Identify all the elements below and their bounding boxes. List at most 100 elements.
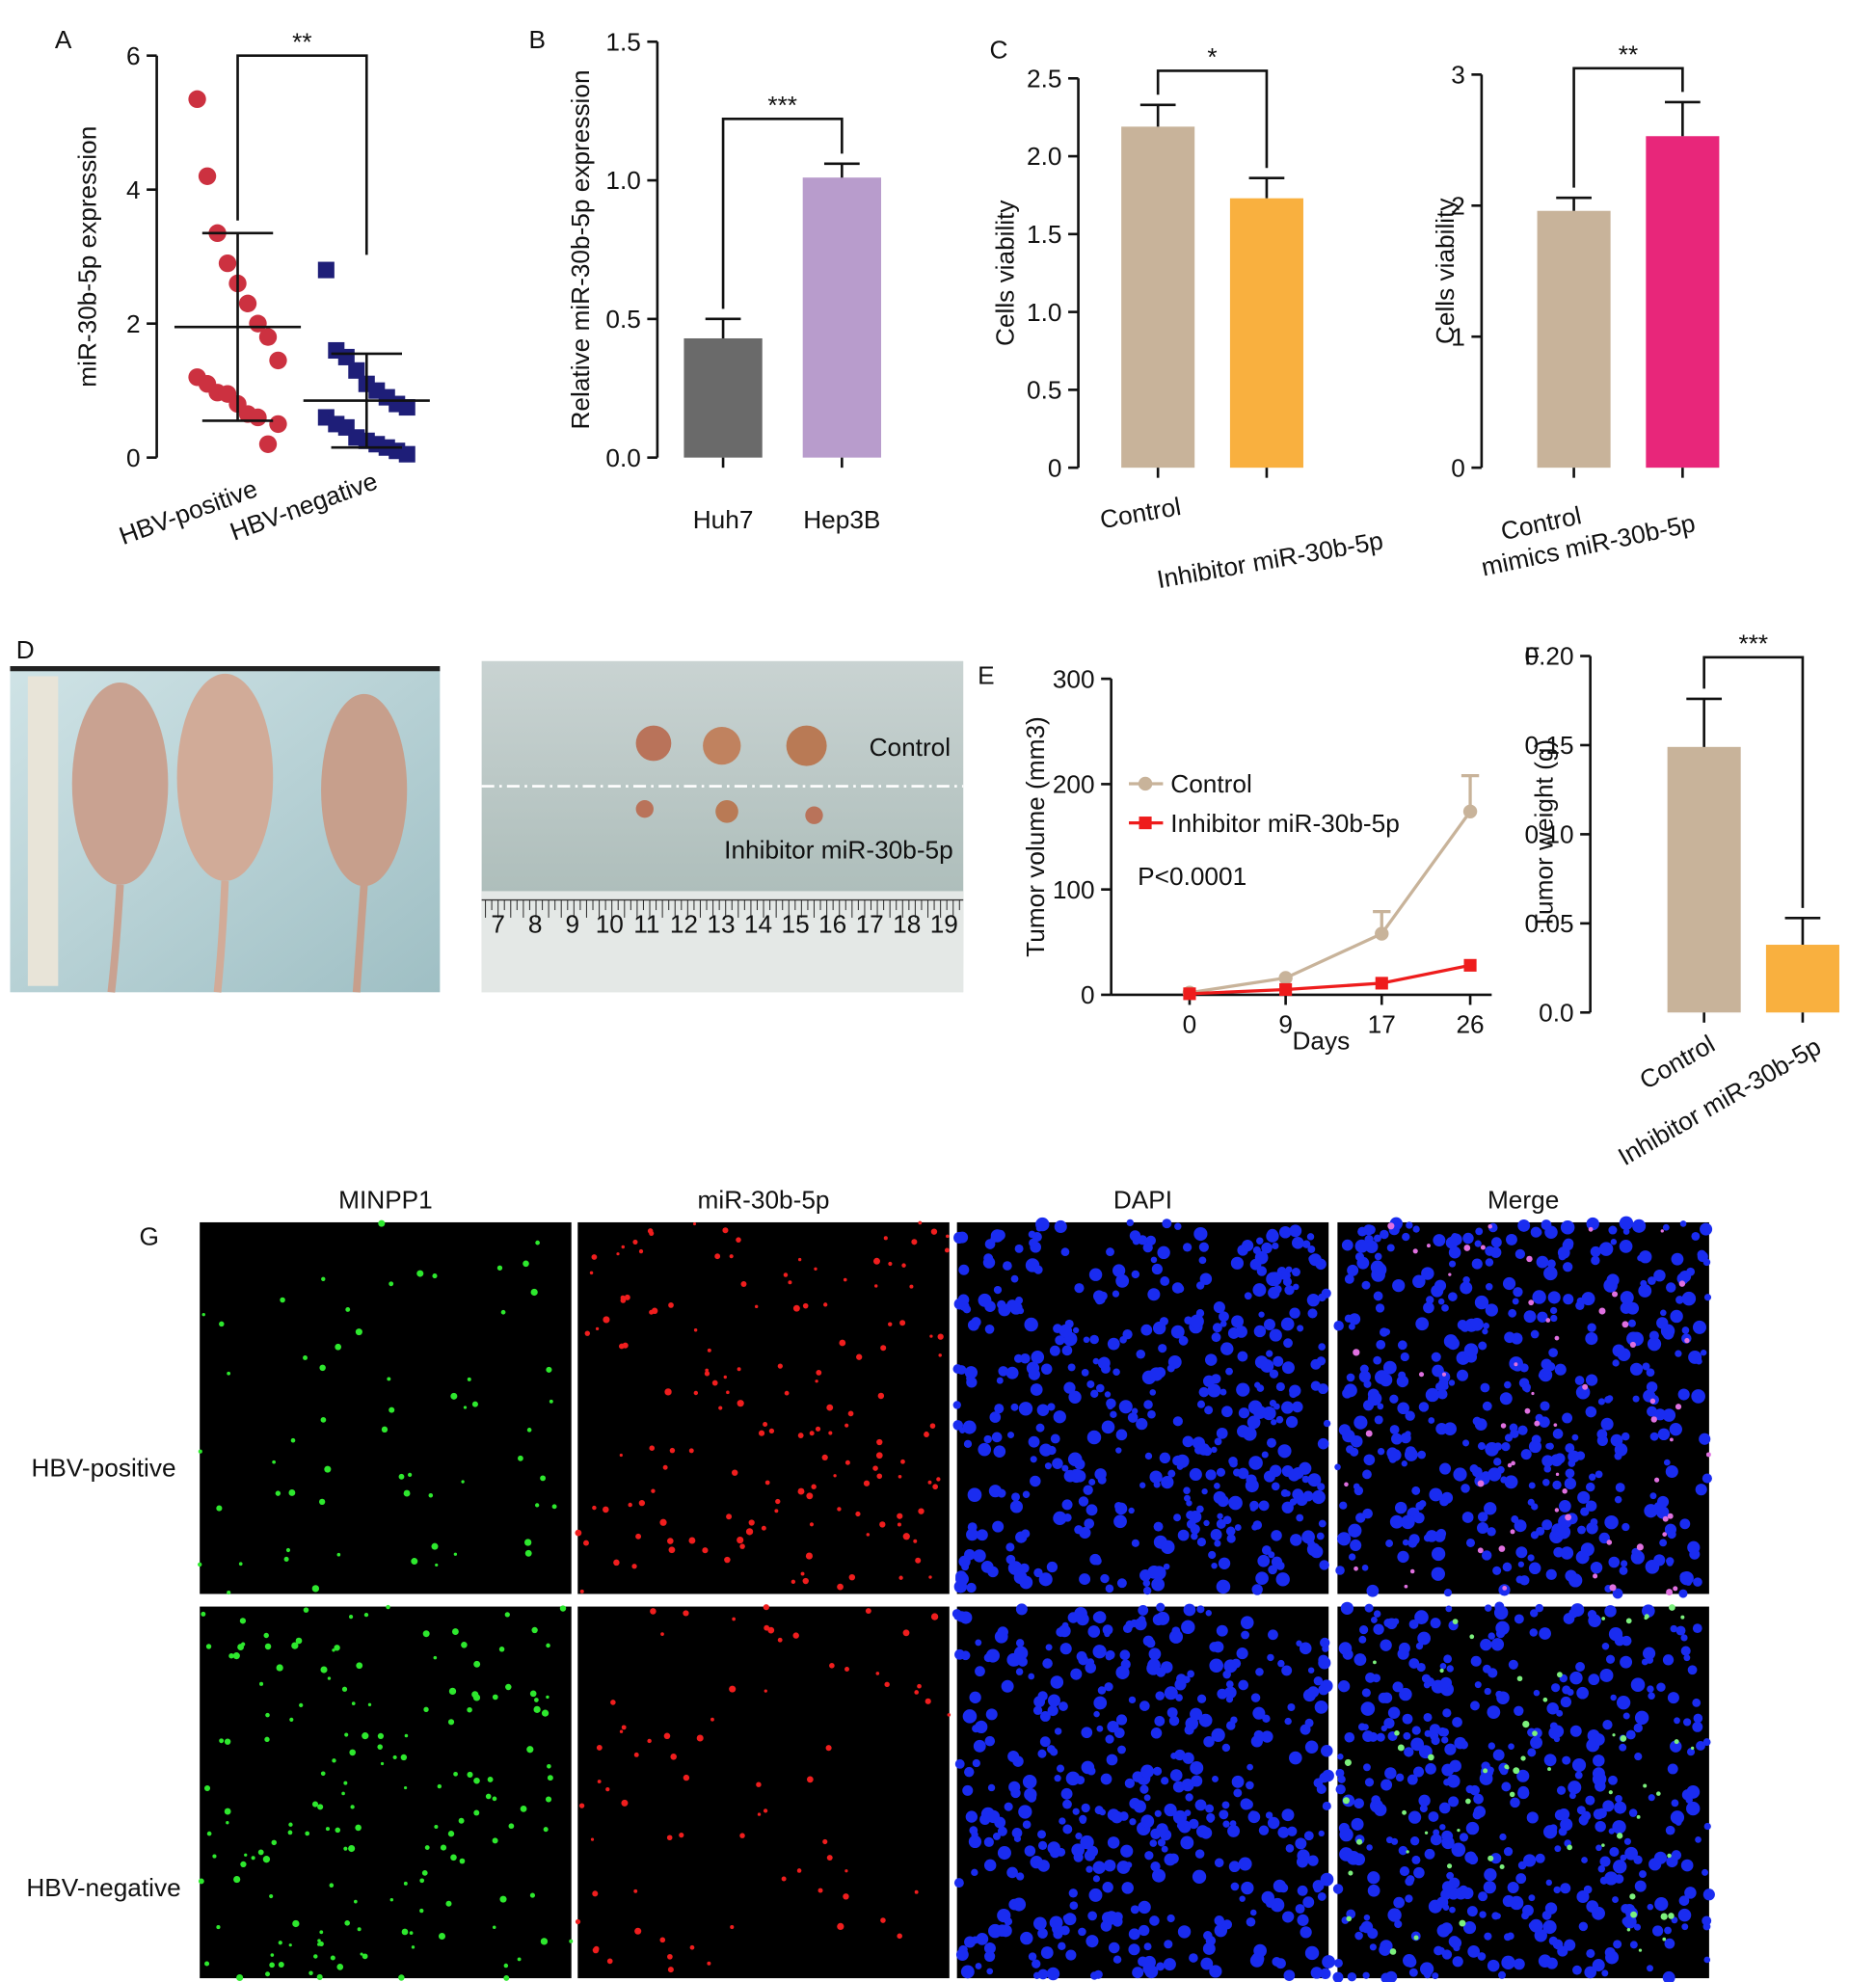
cell-dot (1523, 1854, 1537, 1867)
cell-dot (1353, 1853, 1366, 1866)
cell-dot (946, 1234, 950, 1239)
cell-dot (1047, 1841, 1060, 1855)
cell-dot (1182, 1243, 1193, 1252)
cell-dot (1391, 1433, 1403, 1445)
cell-dot (1613, 1860, 1627, 1874)
cell-dot (917, 1683, 922, 1689)
cell-dot (1622, 1660, 1630, 1668)
cell-dot (729, 1254, 734, 1259)
cell-dot (983, 1859, 997, 1872)
cell-dot (1628, 1808, 1638, 1817)
cell-dot (320, 1771, 326, 1777)
cell-dot (1439, 1668, 1444, 1674)
cell-dot (1143, 1400, 1153, 1409)
cell-dot (1096, 1725, 1104, 1732)
cell-dot (932, 1484, 938, 1490)
cell-dot (1484, 1604, 1492, 1612)
cell-dot (1629, 1941, 1638, 1949)
cell-dot (1105, 1911, 1118, 1923)
cell-dot (1545, 1568, 1557, 1580)
cell-dot (1112, 1368, 1120, 1377)
cell-dot (1363, 1224, 1375, 1236)
cell-dot (1612, 1359, 1620, 1367)
cell-dot (761, 1525, 766, 1531)
cell-dot (1362, 1508, 1373, 1519)
panel-label: G (140, 1222, 159, 1251)
cell-dot (1542, 1825, 1558, 1839)
cell-dot (569, 1939, 574, 1943)
cell-dot (1408, 1658, 1420, 1669)
cell-dot (1320, 1679, 1333, 1693)
cell-dot (1629, 1893, 1636, 1900)
cell-dot (1527, 1498, 1535, 1506)
cell-dot (551, 1504, 557, 1510)
cell-dot (1049, 1915, 1063, 1930)
cell-dot (1035, 1423, 1045, 1433)
cell-dot (1245, 1479, 1259, 1493)
cell-dot (1474, 1240, 1482, 1247)
cell-dot (1702, 1915, 1712, 1926)
cell-dot (1473, 1793, 1484, 1805)
cell-dot (321, 1276, 326, 1281)
cell-dot (1035, 1224, 1043, 1232)
cell-dot (1357, 1723, 1366, 1731)
cell-dot (1440, 1728, 1450, 1737)
cell-dot (1216, 1467, 1226, 1477)
cell-dot (1562, 1488, 1568, 1494)
cell-dot (1631, 1552, 1640, 1561)
cell-dot (1519, 1575, 1530, 1586)
y-tick-label: 2 (126, 309, 141, 338)
cell-dot (437, 1783, 442, 1789)
cell-dot (962, 1420, 977, 1434)
cell-dot (729, 1685, 737, 1693)
cell-dot (1534, 1420, 1541, 1427)
cell-dot (1545, 1442, 1552, 1450)
cell-dot (597, 1780, 602, 1783)
ruler-number: 15 (781, 910, 809, 939)
cell-dot (1112, 1264, 1126, 1277)
cell-dot (416, 1270, 424, 1277)
cell-dot (957, 1294, 970, 1306)
cell-dot (1553, 1886, 1561, 1894)
cell-dot (1129, 1818, 1137, 1826)
cell-dot (1221, 1743, 1231, 1753)
cell-dot (668, 1302, 674, 1308)
cell-dot (696, 1734, 704, 1742)
y-axis-label: Cells viability (991, 200, 1020, 346)
cell-dot (788, 1280, 792, 1285)
cell-dot (1446, 1871, 1455, 1880)
cell-dot (613, 1559, 620, 1567)
micrograph (577, 1221, 950, 1594)
cell-dot (1015, 1668, 1024, 1675)
cell-dot (1115, 1429, 1128, 1441)
cell-dot (1408, 1968, 1418, 1977)
cell-dot (1405, 1877, 1414, 1887)
cell-dot (1575, 1662, 1586, 1673)
cell-dot (1081, 1727, 1093, 1739)
cell-dot (1321, 1744, 1333, 1757)
cell-dot (389, 1281, 394, 1287)
cell-dot (1136, 1350, 1146, 1359)
cell-dot (1465, 1798, 1471, 1805)
cell-dot (1015, 1639, 1025, 1647)
cell-dot (1593, 1754, 1605, 1767)
cell-dot (523, 1260, 529, 1268)
mouse-photo (10, 666, 441, 993)
cell-dot (1003, 1261, 1012, 1271)
cell-dot (1500, 1423, 1507, 1429)
cell-dot (1675, 1404, 1682, 1410)
cell-dot (1675, 1818, 1682, 1826)
cell-dot (271, 1839, 277, 1846)
cell-dot (973, 1739, 986, 1753)
cell-dot (1619, 1743, 1627, 1752)
cell-dot (1383, 1619, 1393, 1627)
cell-dot (1523, 1385, 1531, 1393)
cell-dot (1692, 1623, 1702, 1633)
cell-dot (1318, 1776, 1326, 1783)
cell-dot (693, 1390, 699, 1396)
cell-dot (1605, 1654, 1616, 1664)
cell-dot (1484, 1502, 1497, 1515)
ruler-number: 17 (856, 910, 884, 939)
cell-dot (1660, 1229, 1664, 1233)
cell-dot (1374, 1803, 1387, 1816)
